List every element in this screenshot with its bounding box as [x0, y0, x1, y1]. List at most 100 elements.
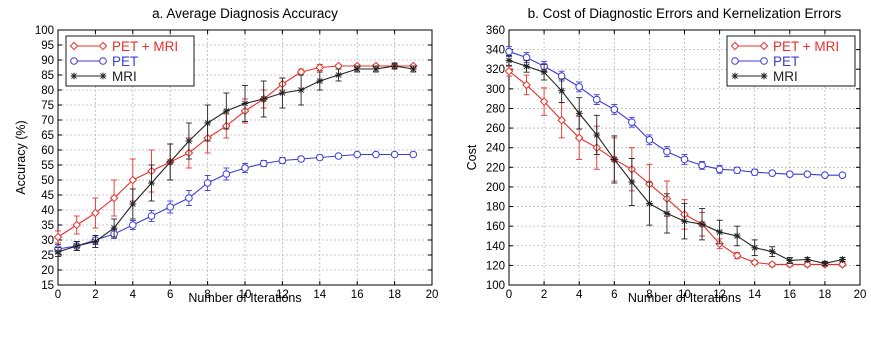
- data-point: [353, 150, 362, 159]
- series-pet: [505, 46, 847, 179]
- x-tick-label: 12: [276, 289, 289, 301]
- data-point: [222, 107, 230, 115]
- legend-marker: [70, 57, 78, 65]
- data-point: [91, 208, 100, 218]
- y-tick-label: 50: [41, 175, 54, 187]
- data-point: [663, 147, 671, 156]
- y-tick-label: 40: [41, 205, 54, 217]
- data-point: [558, 87, 566, 95]
- data-point: [575, 83, 584, 91]
- data-point: [522, 80, 531, 90]
- y-tick-label: 120: [486, 260, 505, 272]
- y-axis-label: Cost: [465, 144, 479, 170]
- data-point: [409, 150, 418, 159]
- data-point: [260, 95, 268, 103]
- data-point: [610, 156, 618, 163]
- legend-marker: [731, 57, 739, 65]
- x-tick-label: 2: [541, 289, 547, 301]
- data-point: [681, 217, 688, 225]
- data-point: [241, 164, 249, 172]
- x-tick-label: 14: [313, 289, 326, 301]
- panel-cost: 0 2 4 6 8 10 12 14 16 18 20 100 120 140 160 180 200 220 24…: [465, 6, 866, 305]
- x-tick-label: 16: [783, 289, 796, 301]
- series-line: [508, 59, 843, 264]
- data-point: [54, 248, 62, 256]
- x-tick-label: 10: [678, 289, 691, 301]
- legend-marker: [760, 72, 768, 80]
- legend-label: PET: [112, 54, 138, 69]
- data-point: [821, 171, 829, 179]
- data-point: [786, 170, 794, 178]
- data-point: [733, 166, 741, 175]
- y-tick-label: 95: [41, 40, 54, 52]
- data-point: [222, 170, 231, 178]
- data-point: [185, 137, 193, 145]
- data-point: [698, 161, 706, 170]
- data-point: [715, 165, 724, 174]
- x-tick-label: 16: [351, 289, 364, 301]
- data-point: [409, 65, 417, 73]
- y-tick-label: 240: [486, 143, 505, 155]
- y-tick-label: 180: [486, 202, 505, 214]
- data-point: [628, 178, 636, 186]
- x-tick-label: 6: [611, 289, 617, 301]
- data-point: [557, 115, 566, 125]
- data-point: [278, 156, 287, 165]
- data-point: [768, 248, 776, 256]
- data-point: [147, 212, 156, 220]
- data-point: [109, 193, 119, 203]
- data-point: [593, 131, 601, 139]
- y-tick-label: 35: [41, 220, 54, 232]
- x-tick-label: 0: [506, 289, 512, 301]
- y-tick-label: 160: [486, 221, 505, 233]
- x-tick-label: 6: [167, 289, 173, 301]
- y-tick-label: 20: [41, 265, 54, 277]
- y-tick-label: 360: [486, 25, 505, 37]
- y-tick-label: 220: [486, 162, 505, 174]
- data-point: [523, 62, 530, 70]
- x-tick-label: 20: [854, 289, 867, 301]
- data-point: [129, 221, 137, 229]
- panel-accuracy: 0 2 4 6 8 10 12 14 16 18 20 15 20 25 30 35 40 45 50 55 60 65 7…: [14, 6, 438, 305]
- data-point: [316, 77, 324, 85]
- data-point: [391, 62, 398, 70]
- legend-marker: [98, 41, 108, 51]
- data-point: [53, 232, 63, 242]
- x-tick-label: 12: [713, 289, 726, 301]
- data-point: [803, 170, 812, 178]
- data-point: [663, 210, 671, 217]
- data-point: [128, 175, 138, 185]
- data-point: [839, 256, 846, 263]
- y-tick-label: 320: [486, 64, 505, 76]
- y-tick-label: 200: [486, 182, 505, 194]
- data-point: [334, 152, 343, 160]
- data-point: [110, 224, 118, 232]
- data-point: [750, 258, 760, 267]
- y-tick-label: 85: [41, 70, 54, 82]
- data-point: [540, 68, 548, 76]
- data-point: [592, 95, 601, 104]
- data-point: [750, 168, 759, 177]
- data-point: [767, 260, 777, 269]
- legend-marker: [760, 57, 768, 65]
- y-tick-label: 15: [41, 280, 54, 292]
- x-axis-label: Number of Iterations: [188, 291, 301, 305]
- data-point: [698, 220, 706, 228]
- y-tick-label: 260: [486, 123, 505, 135]
- y-tick-label: 55: [41, 160, 54, 172]
- data-point: [575, 109, 583, 117]
- y-tick-label: 60: [41, 145, 54, 157]
- data-point: [732, 251, 742, 260]
- data-point: [821, 260, 829, 267]
- data-point: [716, 228, 723, 236]
- x-tick-label: 4: [576, 289, 583, 301]
- data-point: [372, 65, 380, 73]
- data-point: [505, 57, 513, 64]
- data-point: [279, 89, 286, 97]
- data-point: [574, 133, 584, 143]
- data-point: [166, 158, 174, 166]
- x-tick-label: 20: [426, 289, 439, 301]
